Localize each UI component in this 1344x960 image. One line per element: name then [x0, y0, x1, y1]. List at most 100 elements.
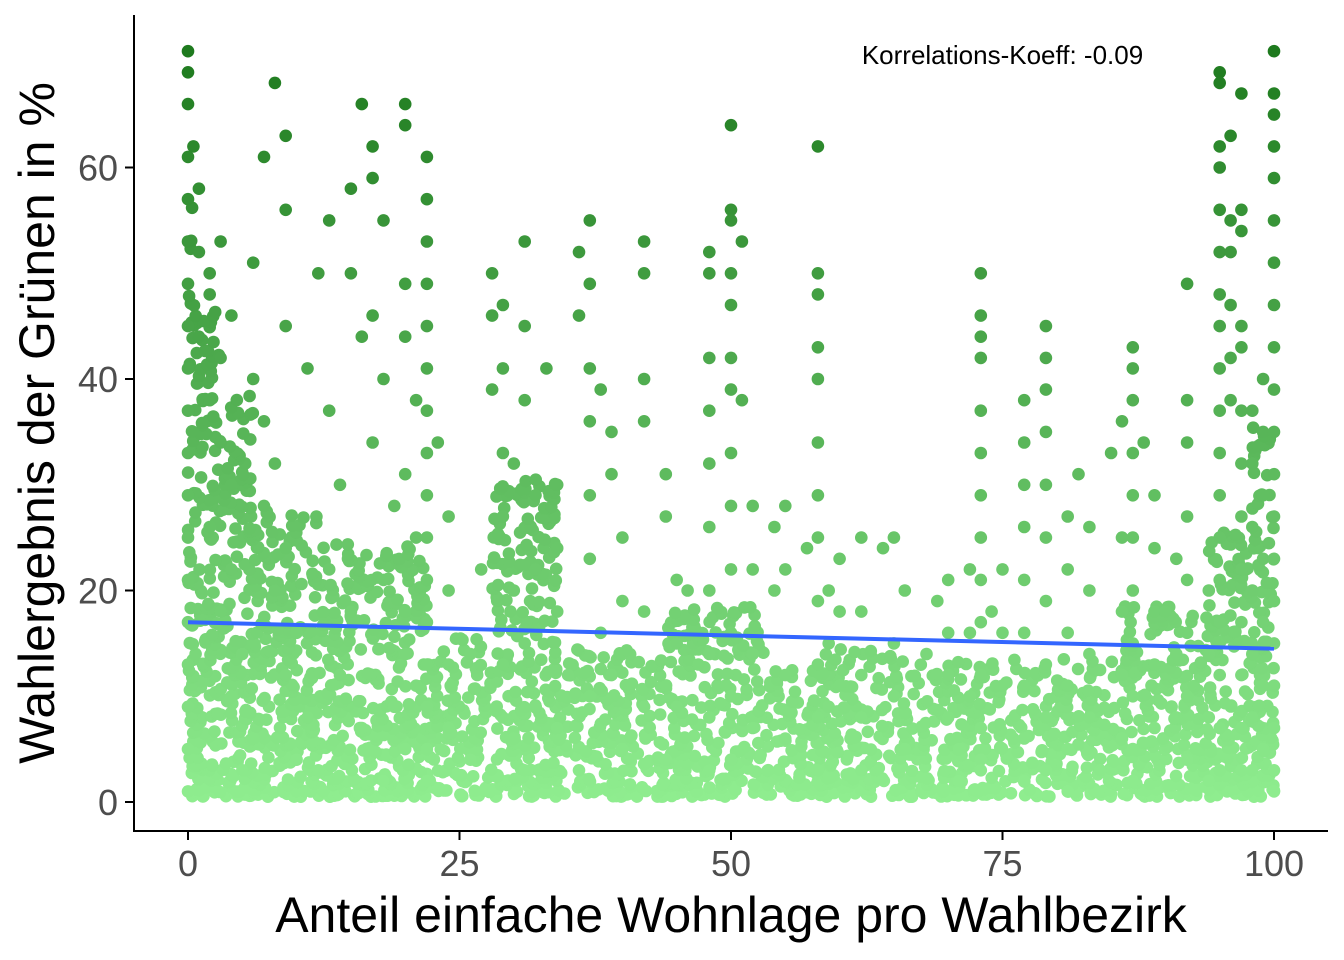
data-point: [1187, 679, 1201, 693]
data-point: [908, 669, 922, 683]
data-point: [744, 601, 757, 614]
data-point: [974, 267, 988, 280]
data-point: [974, 721, 988, 735]
data-point: [899, 706, 912, 720]
data-point: [1039, 319, 1053, 333]
data-point: [279, 129, 293, 143]
data-point: [583, 690, 597, 703]
data-point: [496, 480, 510, 493]
data-point: [947, 684, 961, 697]
data-point: [1126, 584, 1140, 597]
data-point: [670, 700, 683, 714]
data-point: [1126, 489, 1140, 502]
data-point: [520, 538, 533, 552]
data-point: [420, 404, 434, 418]
data-point: [496, 362, 510, 375]
data-point: [1262, 536, 1276, 550]
y-axis-ticks: 0 20 40 60: [78, 148, 134, 823]
data-point: [931, 594, 944, 608]
data-point: [1026, 756, 1039, 770]
data-point: [1123, 625, 1137, 639]
data-point: [889, 669, 903, 683]
data-point: [594, 662, 608, 676]
data-point: [1229, 625, 1242, 638]
data-point: [496, 510, 510, 523]
data-point: [811, 267, 825, 280]
data-point: [703, 764, 716, 777]
data-point: [243, 389, 256, 403]
data-point: [1189, 742, 1202, 755]
data-point: [1066, 760, 1079, 774]
data-point: [724, 383, 738, 396]
data-point: [193, 563, 206, 576]
data-point: [185, 425, 199, 438]
data-point: [779, 668, 792, 682]
data-point: [360, 548, 373, 562]
data-point: [1246, 404, 1259, 418]
data-point: [907, 687, 920, 701]
data-point: [225, 309, 238, 322]
data-point: [685, 713, 699, 726]
data-point: [205, 758, 219, 771]
data-point: [279, 319, 293, 333]
data-point: [1267, 467, 1281, 481]
data-point: [1126, 774, 1140, 788]
data-point: [1183, 769, 1197, 783]
data-point: [1180, 573, 1194, 587]
data-point: [941, 711, 955, 724]
data-point: [637, 267, 651, 280]
data-point: [711, 668, 725, 681]
data-point: [391, 675, 405, 688]
data-point: [245, 682, 259, 695]
data-point: [470, 633, 483, 646]
data-point: [519, 474, 532, 488]
data-point: [1126, 742, 1140, 756]
data-point: [637, 372, 651, 386]
data-point: [822, 584, 835, 597]
data-point: [1248, 626, 1261, 639]
data-point: [208, 305, 222, 319]
data-point: [623, 778, 637, 791]
data-point: [550, 541, 564, 555]
data-point: [1267, 108, 1281, 121]
data-point: [377, 774, 390, 788]
data-point: [518, 319, 531, 333]
data-point: [485, 763, 498, 777]
data-point: [1138, 688, 1152, 702]
data-point: [1213, 404, 1226, 418]
data-point: [1017, 393, 1031, 407]
data-point: [553, 711, 567, 724]
data-point: [518, 637, 531, 650]
data-point: [844, 767, 857, 780]
data-point: [1083, 584, 1096, 597]
data-point: [1256, 425, 1270, 439]
data-point: [434, 743, 448, 756]
data-point: [454, 632, 467, 645]
data-point: [1235, 341, 1248, 354]
data-point: [637, 415, 651, 428]
data-point: [785, 744, 798, 757]
data-point: [620, 644, 633, 657]
data-point: [402, 698, 416, 711]
data-point: [290, 626, 303, 640]
data-point: [549, 574, 563, 587]
data-point: [719, 678, 733, 692]
data-point: [181, 192, 195, 206]
data-point: [1228, 596, 1241, 609]
data-point: [844, 732, 857, 745]
data-point: [1267, 764, 1281, 777]
data-point: [657, 776, 670, 790]
data-point: [518, 235, 531, 248]
data-point: [268, 457, 282, 470]
data-point: [761, 763, 775, 777]
data-point: [700, 727, 713, 741]
data-point: [398, 467, 412, 481]
data-point: [522, 731, 535, 745]
data-point: [437, 645, 451, 658]
data-point: [687, 603, 701, 616]
data-point: [955, 718, 968, 731]
data-point: [773, 702, 786, 715]
data-point: [409, 531, 423, 544]
data-point: [793, 768, 806, 781]
data-point: [1224, 351, 1237, 365]
